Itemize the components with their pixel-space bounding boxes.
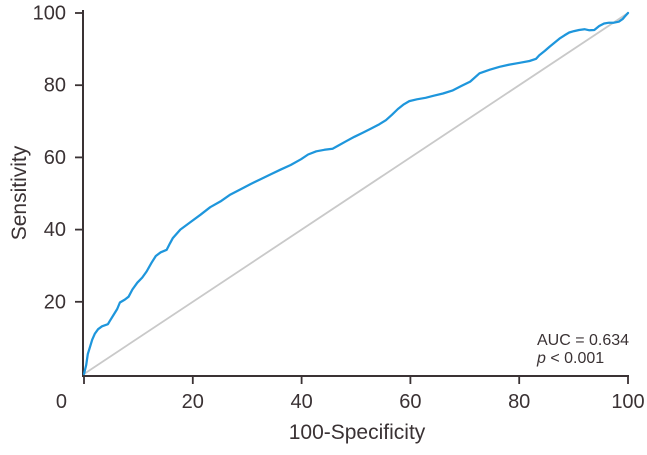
y-tick-label: 100 xyxy=(33,3,66,25)
x-tick-label: 80 xyxy=(508,391,530,413)
origin-tick-label: 0 xyxy=(56,391,67,413)
y-axis-title: Sensitivity xyxy=(8,145,31,240)
y-tick-label: 80 xyxy=(44,75,66,97)
tick-labels: 20 40 60 80 100 20 40 60 80 100 xyxy=(33,3,645,414)
series-group xyxy=(82,11,630,376)
y-tick-label: 60 xyxy=(44,147,66,169)
p-value-text: < 0.001 xyxy=(546,350,604,367)
x-axis-title: 100-Specificity xyxy=(289,421,426,444)
reference-diagonal xyxy=(83,12,629,375)
x-tick-label: 60 xyxy=(399,391,421,413)
p-value-annotation: p < 0.001 xyxy=(536,350,604,367)
auc-annotation: AUC = 0.634 xyxy=(537,332,629,349)
roc-curve xyxy=(82,11,630,376)
x-tick-label: 100 xyxy=(611,391,644,413)
y-tick-label: 40 xyxy=(44,219,66,241)
p-symbol: p xyxy=(536,350,546,367)
x-tick-label: 20 xyxy=(182,391,204,413)
y-tick-label: 20 xyxy=(44,291,66,313)
tick-marks xyxy=(75,12,629,384)
x-tick-label: 40 xyxy=(290,391,312,413)
